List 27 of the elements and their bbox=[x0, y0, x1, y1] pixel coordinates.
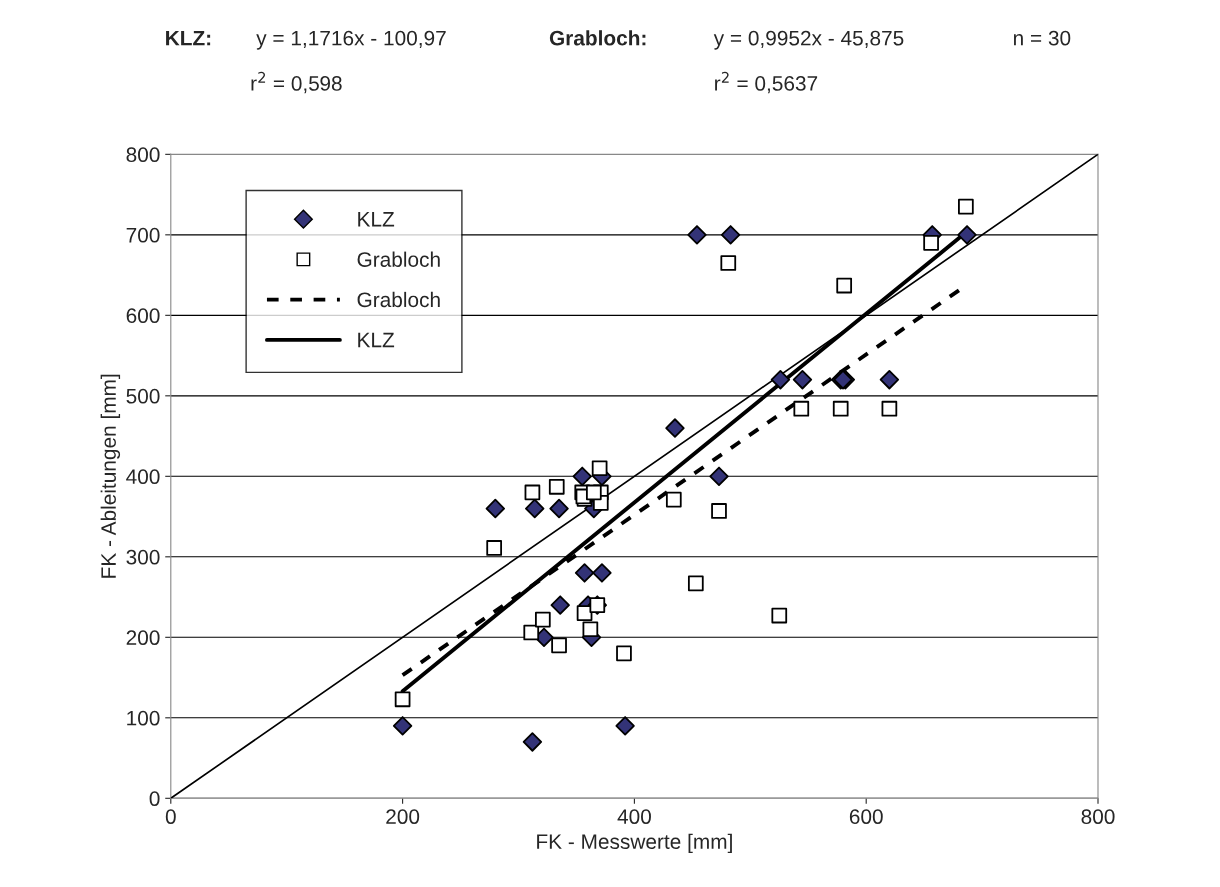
y-axis-title: FK - Ableitungen [mm] bbox=[100, 374, 121, 578]
y-tick-label: 300 bbox=[126, 549, 160, 565]
x-tick-label: 200 bbox=[386, 809, 420, 825]
text: y = 1,1716x - 100,97 bbox=[256, 30, 446, 50]
text: n = 30 bbox=[1013, 30, 1071, 46]
text: Grabloch: bbox=[549, 30, 646, 46]
y-tick-label: 700 bbox=[126, 227, 160, 243]
text: r$^{2}$ = 0,5637 bbox=[715, 71, 818, 94]
text: r$^{2}$ = 0,598 bbox=[251, 71, 342, 94]
y-tick-label: 200 bbox=[126, 630, 160, 646]
y-tick-label: 800 bbox=[126, 147, 160, 163]
legend-label: KLZ bbox=[358, 332, 395, 348]
x-axis-title: FK - Messwerte [mm] bbox=[537, 833, 732, 854]
y-tick-label: 400 bbox=[126, 469, 160, 485]
y-tick-label: 100 bbox=[127, 710, 160, 726]
legend-label: Grabloch bbox=[357, 251, 440, 267]
text: KLZ: bbox=[166, 30, 211, 46]
legend-label: Grabloch bbox=[357, 291, 440, 308]
y-tick-label: 0 bbox=[149, 791, 160, 807]
x-tick-label: 0 bbox=[165, 809, 176, 825]
x-tick-label: 400 bbox=[617, 809, 651, 825]
x-tick-label: 800 bbox=[1081, 809, 1115, 825]
x-tick-label: 600 bbox=[849, 809, 883, 825]
y-tick-label: 600 bbox=[126, 308, 160, 324]
text: y = 0,9952x - 45,875 bbox=[713, 30, 904, 50]
y-tick-label: 500 bbox=[126, 388, 160, 404]
legend-label: KLZ bbox=[358, 212, 395, 227]
